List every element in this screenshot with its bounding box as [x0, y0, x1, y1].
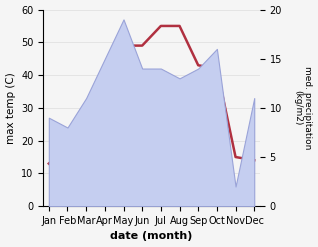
X-axis label: date (month): date (month) — [110, 231, 193, 242]
Y-axis label: med. precipitation
(kg/m2): med. precipitation (kg/m2) — [293, 66, 313, 149]
Y-axis label: max temp (C): max temp (C) — [5, 72, 16, 144]
